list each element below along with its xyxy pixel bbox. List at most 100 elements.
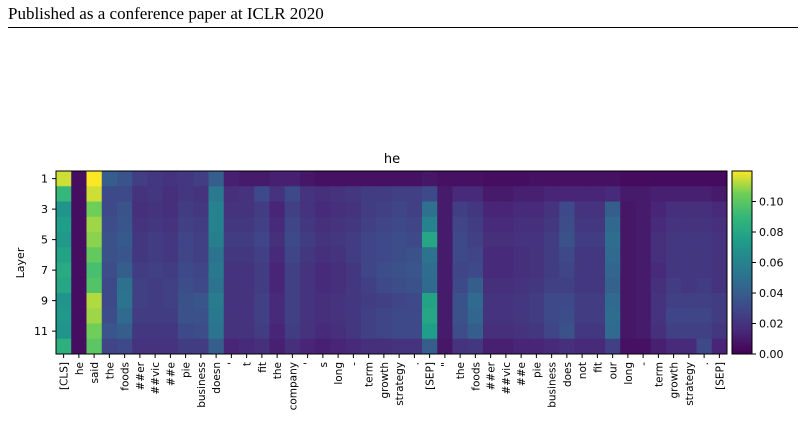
heatmap-cell <box>666 232 682 248</box>
heatmap-cell <box>178 201 194 218</box>
heatmap-cell <box>498 323 514 340</box>
heatmap-cell <box>239 323 255 340</box>
heatmap-cell <box>254 247 270 263</box>
heatmap-cell <box>574 247 591 263</box>
heatmap-cell <box>452 323 469 340</box>
heatmap-cell <box>498 186 514 202</box>
heatmap-cell <box>269 277 286 294</box>
heatmap-cell <box>483 216 499 233</box>
heatmap-cell <box>437 201 453 218</box>
heatmap-cell <box>650 216 667 233</box>
heatmap-cell <box>345 247 362 263</box>
heatmap-cell <box>574 262 591 279</box>
heatmap-cell <box>223 216 240 233</box>
heatmap-cell <box>635 247 652 263</box>
heatmap-cell <box>193 293 209 309</box>
heatmap-cell <box>574 186 591 202</box>
heatmap-cell <box>56 186 72 202</box>
heatmap-cell <box>132 171 148 187</box>
heatmap-cell <box>467 201 484 218</box>
x-tick-label: ##er <box>135 361 147 390</box>
heatmap-cell <box>86 338 103 355</box>
heatmap-cell <box>315 277 331 294</box>
heatmap-cell <box>86 186 103 202</box>
heatmap-cell <box>696 277 713 294</box>
heatmap-cell <box>711 232 728 248</box>
heatmap-cell <box>528 171 545 187</box>
heatmap-cell <box>559 186 575 202</box>
heatmap-cell <box>422 308 438 324</box>
x-tick-label: - <box>638 362 650 366</box>
heatmap-cell <box>254 293 270 309</box>
heatmap-cell <box>528 308 545 324</box>
heatmap-cell <box>513 262 530 279</box>
heatmap-cell <box>315 338 331 355</box>
heatmap-cell <box>345 277 362 294</box>
heatmap-cell <box>101 171 118 187</box>
heatmap-cell <box>376 323 392 340</box>
heatmap-cell <box>574 293 591 309</box>
heatmap-cell <box>300 308 316 324</box>
heatmap-cell <box>574 338 591 355</box>
heatmap-cell <box>162 201 179 218</box>
heatmap-cell <box>513 232 530 248</box>
heatmap-cell <box>437 323 453 340</box>
heatmap-cell <box>711 323 728 340</box>
heatmap-cell <box>162 247 179 263</box>
x-tick-label: he <box>74 362 86 375</box>
heatmap-cell <box>452 232 469 248</box>
heatmap-cell <box>284 323 301 340</box>
heatmap-cell <box>711 338 728 355</box>
heatmap-cell <box>681 247 697 263</box>
heatmap-cell <box>208 277 225 294</box>
chart-title: he <box>384 152 400 167</box>
heatmap-cell <box>513 323 530 340</box>
heatmap-cell <box>345 308 362 324</box>
heatmap-cell <box>681 308 697 324</box>
y-tick-label: 7 <box>41 264 48 277</box>
heatmap-cell <box>574 323 591 340</box>
heatmap-cell <box>513 293 530 309</box>
heatmap-cell <box>711 308 728 324</box>
heatmap-cell <box>300 323 316 340</box>
heatmap-cell <box>498 338 514 355</box>
heatmap-cell <box>681 338 697 355</box>
heatmap-cell <box>71 293 87 309</box>
heatmap-cell <box>650 247 667 263</box>
x-tick-label: [SEP] <box>714 362 726 390</box>
x-tick-label: growth <box>669 362 681 399</box>
heatmap-cell <box>132 323 148 340</box>
heatmap-cell <box>361 308 377 324</box>
heatmap-cell <box>193 186 209 202</box>
heatmap-cell <box>467 186 484 202</box>
heatmap-cell <box>208 323 225 340</box>
heatmap-cell <box>422 232 438 248</box>
heatmap-cell <box>117 186 133 202</box>
heatmap-cell <box>71 262 87 279</box>
colorbar-ticks: 0.00 0.02 0.04 0.06 0.08 0.10 <box>752 196 784 361</box>
heatmap-cell <box>345 171 362 187</box>
heatmap-cell <box>117 262 133 279</box>
heatmap-cell <box>117 247 133 263</box>
heatmap-cell <box>437 308 453 324</box>
heatmap-cell <box>254 171 270 187</box>
heatmap-cell <box>650 293 667 309</box>
heatmap-cell <box>223 338 240 355</box>
heatmap-cell <box>162 216 179 233</box>
heatmap-cell <box>330 171 347 187</box>
heatmap-cell <box>208 308 225 324</box>
heatmap-cell <box>391 216 408 233</box>
heatmap-cell <box>681 293 697 309</box>
heatmap-cell <box>406 293 423 309</box>
heatmap-cell <box>315 323 331 340</box>
heatmap-cell <box>452 277 469 294</box>
heatmap-cell <box>635 201 652 218</box>
heatmap-cell <box>132 262 148 279</box>
x-tick-label: [CLS] <box>59 362 71 390</box>
heatmap-cell <box>620 232 636 248</box>
colorbar <box>731 170 753 355</box>
heatmap-cell <box>391 277 408 294</box>
heatmap-cell <box>86 323 103 340</box>
heatmap-cell <box>696 262 713 279</box>
heatmap-cell <box>574 216 591 233</box>
